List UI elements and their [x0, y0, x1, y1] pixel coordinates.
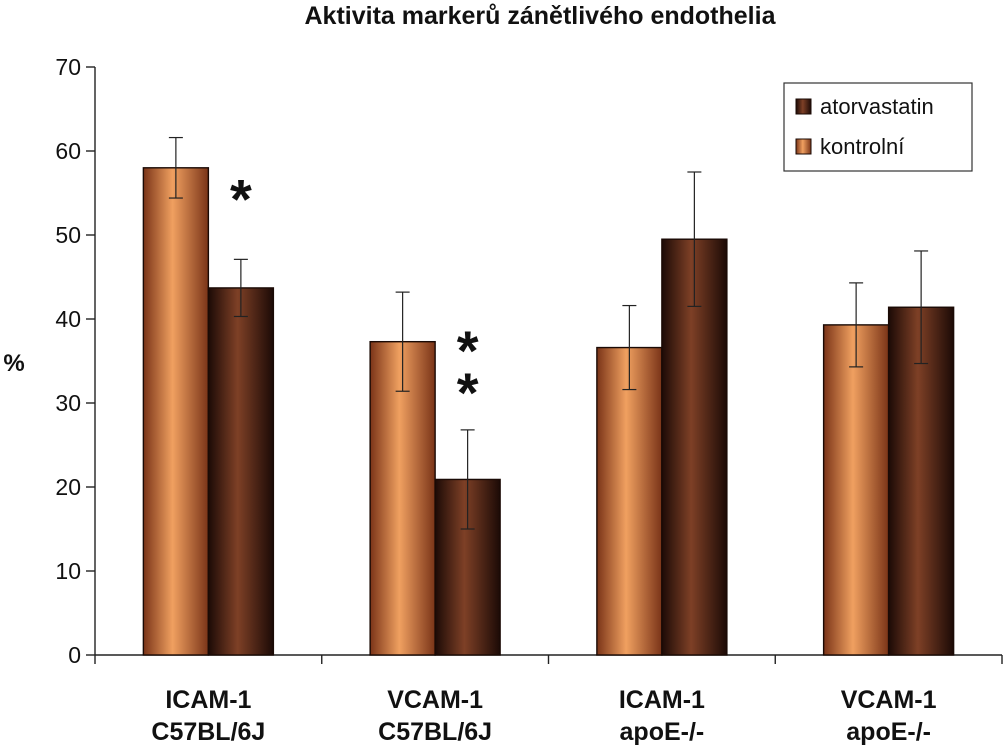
chart-title: Aktivita markerů zánětlivého endothelia — [305, 2, 777, 30]
bar-atorvastatin — [207, 287, 275, 656]
significance-asterisk: * — [457, 361, 479, 424]
bar-kontrolni — [596, 346, 663, 656]
bar-kontrolni — [142, 167, 210, 656]
significance-asterisk: * — [230, 168, 252, 231]
y-axis-label: % — [3, 350, 24, 377]
legend-swatch — [795, 98, 812, 115]
y-tick-label: 0 — [68, 642, 81, 668]
x-category-label: ICAM-1 — [619, 686, 705, 714]
bar-atorvastatin — [887, 306, 955, 656]
y-tick-label: 10 — [55, 558, 81, 584]
bar-kontrolni — [369, 340, 436, 656]
legend-box — [783, 82, 973, 172]
y-tick-label: 50 — [55, 222, 81, 248]
x-category-label: C57BL/6J — [151, 718, 265, 746]
x-category-label: C57BL/6J — [378, 718, 492, 746]
y-tick-label: 40 — [55, 306, 81, 332]
legend-swatch — [795, 138, 812, 155]
x-category-label: VCAM-1 — [387, 686, 483, 714]
legend-label: atorvastatin — [820, 94, 934, 119]
plot-area: 0 10 20 30 40 50 60 70 ICAM-1 C57BL/6J VCAM-1 C57BL… — [55, 54, 1003, 746]
y-tick-label: 60 — [55, 138, 81, 164]
significance-asterisk: * — [457, 319, 479, 382]
bar-atorvastatin — [661, 238, 728, 656]
bar-kontrolni — [822, 324, 890, 656]
legend: atorvastatin kontrolní — [783, 82, 973, 172]
x-category-label: apoE-/- — [846, 718, 931, 746]
x-category-label: VCAM-1 — [841, 686, 937, 714]
x-category-label: apoE-/- — [620, 718, 705, 746]
y-tick-label: 30 — [55, 390, 81, 416]
y-tick-label: 70 — [55, 54, 81, 80]
y-tick-label: 20 — [55, 474, 81, 500]
legend-label: kontrolní — [820, 134, 904, 159]
x-category-label: ICAM-1 — [165, 686, 251, 714]
